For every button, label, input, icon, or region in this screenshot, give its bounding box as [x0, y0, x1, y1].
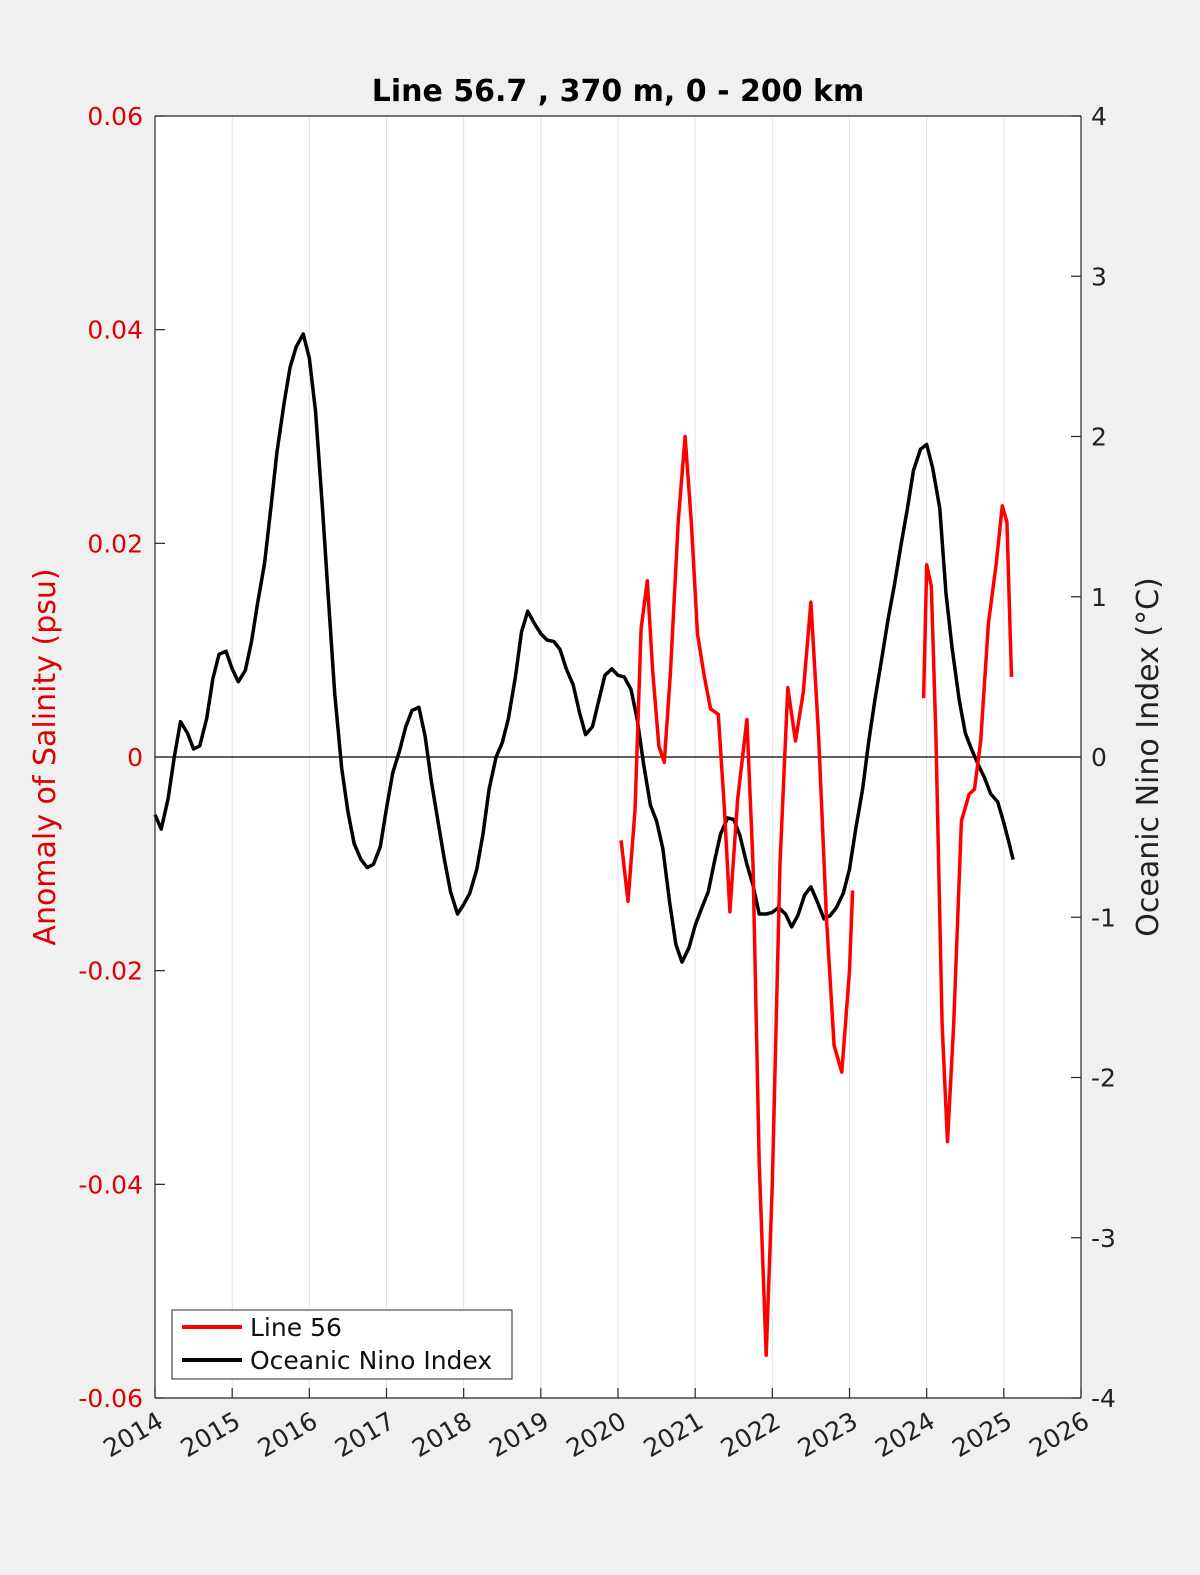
y-right-tick-label: 3	[1091, 262, 1107, 291]
y-right-tick-label: -1	[1091, 903, 1116, 932]
y-right-tick-label: 2	[1091, 423, 1107, 452]
series-line-line-56-segment-2	[921, 504, 1014, 1144]
y-left-tick-label: -0.04	[78, 1170, 143, 1199]
series-line-oni	[153, 332, 1015, 964]
x-tick-label: 2025	[947, 1406, 1017, 1463]
legend-label-oni: Oceanic Nino Index	[250, 1346, 492, 1375]
x-tick-label: 2015	[176, 1406, 246, 1463]
y-axis-left-label: Anomaly of Salinity (psu)	[28, 568, 63, 945]
y-axis-right-label: Oceanic Nino Index (°C)	[1131, 577, 1166, 937]
x-tick-label: 2021	[639, 1406, 709, 1463]
x-tick-label: 2022	[716, 1406, 786, 1463]
x-tick-label: 2017	[330, 1406, 400, 1463]
y-right-tick-label: 0	[1091, 743, 1107, 772]
x-tick-label: 2020	[561, 1406, 631, 1463]
x-tick-label: 2023	[793, 1406, 863, 1463]
y-left-tick-label: 0.06	[87, 102, 143, 131]
y-right-tick-label: 4	[1091, 102, 1107, 131]
y-right-tick-label: -3	[1091, 1224, 1116, 1253]
series-line-line-56-segment-1	[619, 434, 855, 1358]
x-tick-label: 2014	[98, 1406, 168, 1463]
y-left-tick-label: 0.02	[87, 529, 143, 558]
x-tick-label: 2024	[870, 1406, 940, 1463]
y-right-tick-label: -4	[1091, 1384, 1116, 1413]
y-left-tick-label: -0.06	[78, 1384, 143, 1413]
x-tick-label: 2016	[253, 1406, 323, 1463]
y-right-tick-label: 1	[1091, 583, 1107, 612]
x-tick-label: 2026	[1024, 1406, 1094, 1463]
legend-label-line-56: Line 56	[250, 1313, 342, 1342]
y-left-tick-label: 0	[127, 743, 143, 772]
series-layer	[153, 332, 1015, 1358]
y-left-tick-label: 0.04	[87, 316, 143, 345]
legend: Line 56 Oceanic Nino Index	[171, 1309, 513, 1380]
x-tick-label: 2018	[407, 1406, 477, 1463]
y-left-tick-label: -0.02	[78, 957, 143, 986]
y-right-tick-label: -2	[1091, 1064, 1116, 1093]
legend-box	[171, 1309, 513, 1380]
chart-title: Line 56.7 , 370 m, 0 - 200 km	[372, 74, 865, 109]
x-tick-label: 2019	[484, 1406, 554, 1463]
